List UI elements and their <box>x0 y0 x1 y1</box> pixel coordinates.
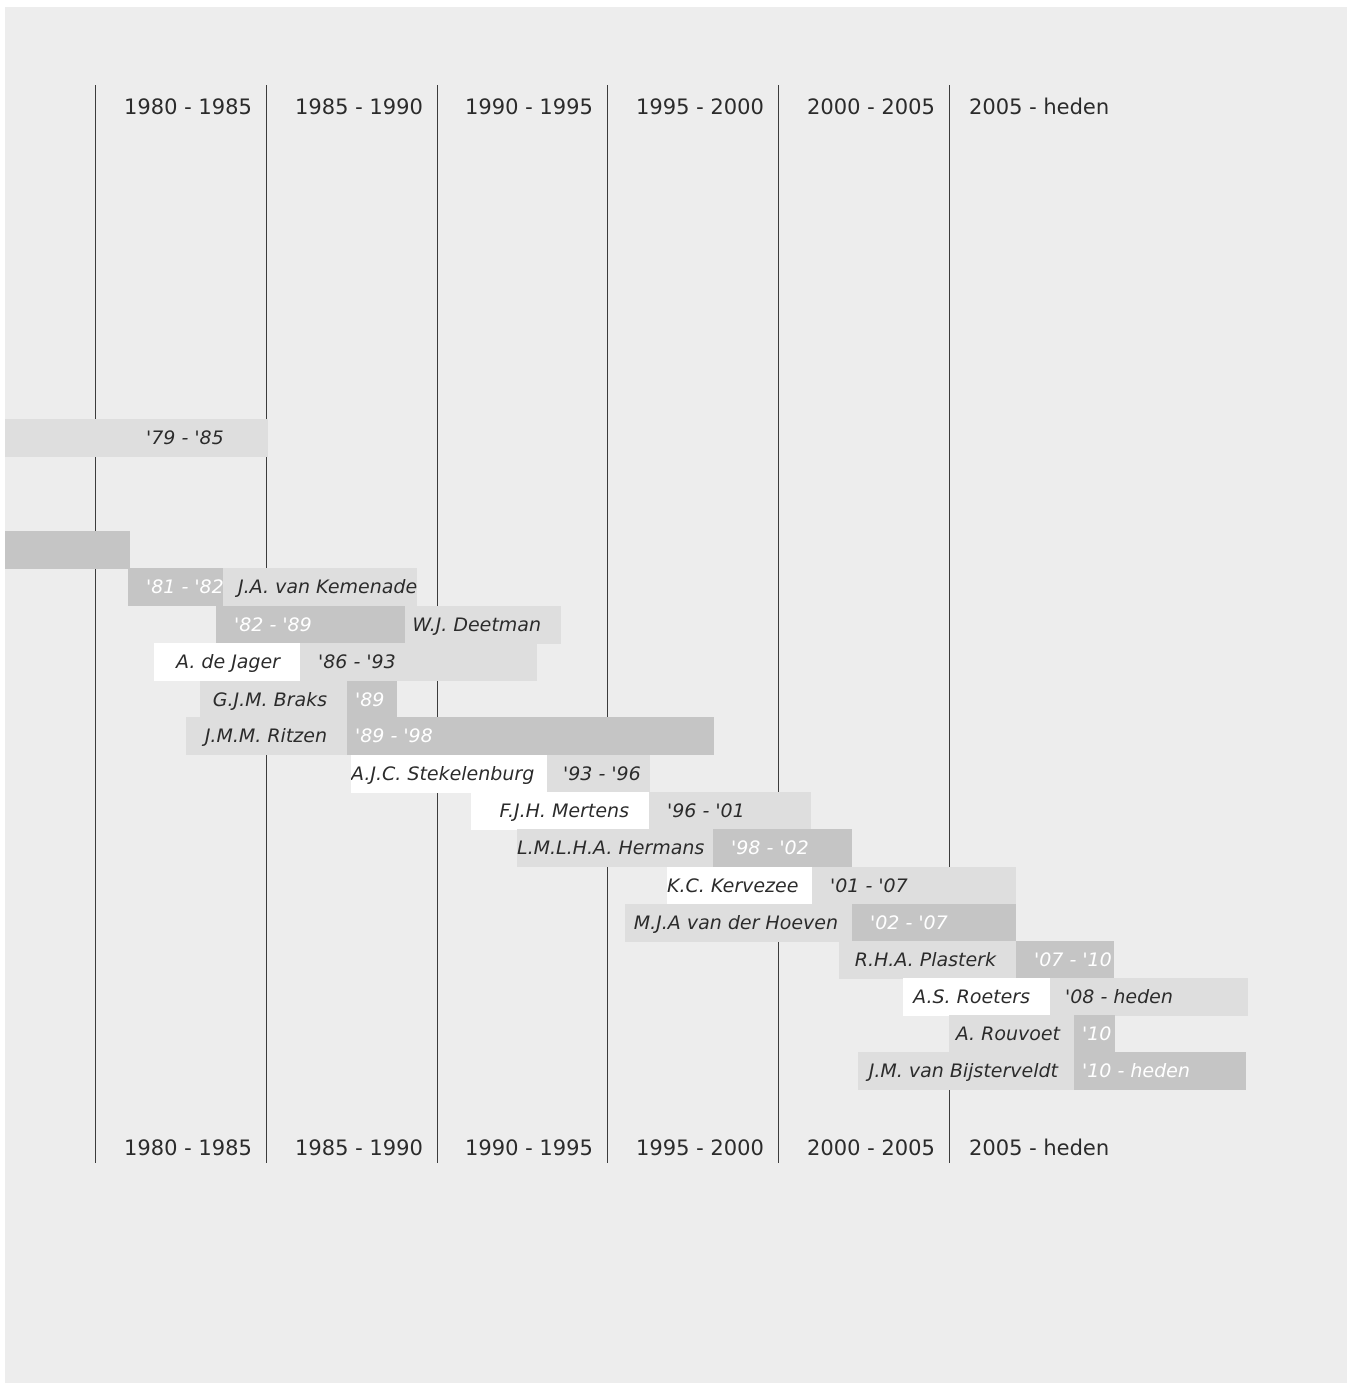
period-label-top: 1980 - 1985 <box>124 95 252 119</box>
period-label-bottom: 2005 - heden <box>969 1136 1110 1160</box>
term-years: '82 - '89 <box>216 606 405 644</box>
minister-name: K.C. Kervezee <box>667 867 812 905</box>
minister-name: G.J.M. Braks <box>200 681 347 719</box>
period-label-top: 2000 - 2005 <box>807 95 935 119</box>
period-label-bottom: 1990 - 1995 <box>465 1136 593 1160</box>
term-years: '10 <box>1074 1015 1115 1053</box>
period-label-top: 1990 - 1995 <box>465 95 593 119</box>
term-years: '86 - '93 <box>300 643 537 681</box>
minister-name: J.M.M. Ritzen <box>186 717 347 755</box>
period-label-bottom: 1985 - 1990 <box>295 1136 423 1160</box>
divider-2005 <box>949 85 950 1163</box>
minister-name: A. de Jager <box>154 643 300 681</box>
period-label-top: 2005 - heden <box>969 95 1110 119</box>
minister-name: W.J. Deetman <box>405 606 561 644</box>
term-years: '02 - '07 <box>852 904 1016 942</box>
divider-2000 <box>778 85 779 1163</box>
minister-name: F.J.H. Mertens <box>471 792 649 830</box>
divider-1980 <box>95 85 96 1163</box>
term-years: '89 - '98 <box>347 717 714 755</box>
term-years: '07 - '10 <box>1016 941 1114 979</box>
minister-name: J.M. van Bijsterveldt <box>858 1052 1074 1090</box>
term-years: '08 - heden <box>1050 978 1248 1016</box>
divider-1995 <box>607 85 608 1163</box>
term-bar <box>5 531 130 569</box>
period-label-bottom: 1980 - 1985 <box>124 1136 252 1160</box>
minister-name: L.M.L.H.A. Hermans <box>517 829 713 867</box>
term-years: '93 - '96 <box>547 755 650 793</box>
period-label-top: 1995 - 2000 <box>636 95 764 119</box>
minister-name: A.J.C. Stekelenburg <box>351 755 547 793</box>
term-years: '81 - '82 <box>128 568 223 606</box>
minister-name: A.S. Roeters <box>903 978 1050 1016</box>
minister-name: R.H.A. Plasterk <box>839 941 1016 979</box>
timeline-diagram: 1980 - 1985 1985 - 1990 1990 - 1995 1995… <box>5 7 1347 1383</box>
term-years: '96 - '01 <box>649 792 811 830</box>
term-years: '10 - heden <box>1074 1052 1246 1090</box>
term-years: '89 <box>347 681 397 719</box>
period-label-top: 1985 - 1990 <box>295 95 423 119</box>
term-years: '01 - '07 <box>812 867 1016 905</box>
minister-name: A. Rouvoet <box>949 1015 1074 1053</box>
term-years: '98 - '02 <box>713 829 852 867</box>
period-label-bottom: 2000 - 2005 <box>807 1136 935 1160</box>
term-years: '79 - '85 <box>5 419 268 457</box>
minister-name: J.A. van Kemenade <box>223 568 417 606</box>
period-label-bottom: 1995 - 2000 <box>636 1136 764 1160</box>
minister-name: M.J.A van der Hoeven <box>625 904 852 942</box>
